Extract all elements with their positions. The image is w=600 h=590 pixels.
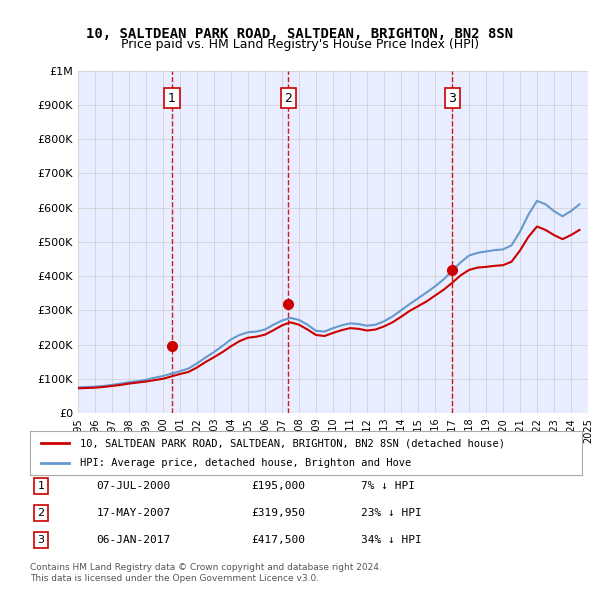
Text: HPI: Average price, detached house, Brighton and Hove: HPI: Average price, detached house, Brig…	[80, 458, 411, 467]
Text: 10, SALTDEAN PARK ROAD, SALTDEAN, BRIGHTON, BN2 8SN: 10, SALTDEAN PARK ROAD, SALTDEAN, BRIGHT…	[86, 27, 514, 41]
Text: 23% ↓ HPI: 23% ↓ HPI	[361, 508, 422, 518]
Text: 1: 1	[168, 91, 176, 104]
Text: £319,950: £319,950	[251, 508, 305, 518]
Text: 1: 1	[38, 481, 44, 491]
Text: 10, SALTDEAN PARK ROAD, SALTDEAN, BRIGHTON, BN2 8SN (detached house): 10, SALTDEAN PARK ROAD, SALTDEAN, BRIGHT…	[80, 438, 505, 448]
Text: 7% ↓ HPI: 7% ↓ HPI	[361, 481, 415, 491]
Text: 34% ↓ HPI: 34% ↓ HPI	[361, 535, 422, 545]
Text: 3: 3	[448, 91, 456, 104]
Text: £417,500: £417,500	[251, 535, 305, 545]
Text: Price paid vs. HM Land Registry's House Price Index (HPI): Price paid vs. HM Land Registry's House …	[121, 38, 479, 51]
Text: 2: 2	[284, 91, 292, 104]
Text: 17-MAY-2007: 17-MAY-2007	[96, 508, 170, 518]
Text: 07-JUL-2000: 07-JUL-2000	[96, 481, 170, 491]
Text: £195,000: £195,000	[251, 481, 305, 491]
Text: Contains HM Land Registry data © Crown copyright and database right 2024.
This d: Contains HM Land Registry data © Crown c…	[30, 563, 382, 583]
Text: 06-JAN-2017: 06-JAN-2017	[96, 535, 170, 545]
Text: 2: 2	[37, 508, 44, 518]
Text: 3: 3	[38, 535, 44, 545]
